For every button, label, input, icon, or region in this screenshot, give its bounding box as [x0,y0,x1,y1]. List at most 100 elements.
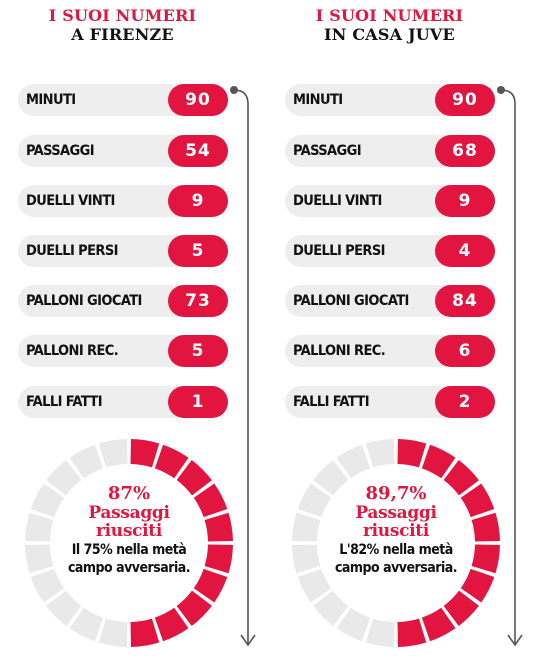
stat-value: 73 [168,285,228,317]
ring-segment-empty [46,590,82,626]
ring-desc-line-1: L'82% nella metà [339,542,453,558]
stat-label: PALLONI GIOCATI [293,293,409,309]
stat-label: FALLI FATTI [26,394,103,410]
ring-segment-filled [154,607,189,642]
stat-value: 68 [435,135,495,167]
stat-label: DUELLI VINTI [293,193,382,209]
stat-value: 54 [168,135,228,167]
stat-value: 9 [435,185,495,217]
ring-segment-filled [471,544,500,574]
ring-segment-filled [443,460,479,496]
stat-row-palloni-rec: PALLONI REC. 6 [285,335,495,367]
stat-value: 84 [435,285,495,317]
stat-row-duelli-persi: DUELLI PERSI 5 [18,235,228,267]
ring-title-line-1: Passaggi [88,503,170,523]
ring-segment-filled [176,460,212,496]
stat-row-palloni-rec: PALLONI REC. 5 [18,335,228,367]
ring-caption: 89,7% Passaggi riusciti L'82% nella metà… [301,484,491,577]
ring-segment-filled [397,439,427,468]
stat-row-minuti: MINUTI 90 [285,84,495,116]
ring-segment-empty [25,544,54,574]
ring-segment-filled [204,544,233,574]
ring-segment-filled [443,590,479,626]
stat-value: 9 [168,185,228,217]
ring-segment-empty [98,439,128,468]
heading-line-2: A FIRENZE [71,25,174,44]
ring-desc-line-2: campo avversaria. [334,560,458,576]
passes-ring-chart [25,439,233,647]
ring-segment-empty [313,590,349,626]
ring-title-line-2: riusciti [95,521,163,541]
ring-segment-filled [193,568,228,603]
ring-segment-filled [176,590,212,626]
stat-label: PASSAGGI [293,143,362,159]
ring-segment-empty [98,618,128,647]
stats-column-juve: I SUOI NUMERI IN CASA JUVE MINUTI 90 PAS… [277,0,537,660]
ring-segment-empty [313,460,349,496]
ring-segment-empty [69,607,104,642]
column-heading: I SUOI NUMERI IN CASA JUVE [277,6,502,44]
ring-segment-filled [130,618,160,647]
stat-value: 5 [168,235,228,267]
ring-segment-filled [154,444,189,479]
ring-segment-empty [30,568,65,603]
stat-label: FALLI FATTI [293,394,370,410]
column-heading: I SUOI NUMERI A FIRENZE [10,6,235,44]
ring-segment-empty [46,460,82,496]
stat-row-falli-fatti: FALLI FATTI 2 [285,386,495,418]
stat-label: PALLONI GIOCATI [26,293,142,309]
stat-label: DUELLI PERSI [293,243,386,259]
ring-percent: 87% [107,483,151,504]
stats-column-firenze: I SUOI NUMERI A FIRENZE MINUTI 90 PASSAG… [10,0,270,660]
stat-row-duelli-vinti: DUELLI VINTI 9 [285,185,495,217]
down-arrow-icon [230,86,256,647]
ring-percent: 89,7% [365,483,427,504]
stat-label: PALLONI REC. [293,343,386,359]
stat-value: 90 [168,84,228,116]
stat-row-duelli-vinti: DUELLI VINTI 9 [18,185,228,217]
heading-line-1: I SUOI NUMERI [315,6,464,25]
ring-segment-filled [130,439,160,468]
ring-segment-filled [397,618,427,647]
stat-value: 4 [435,235,495,267]
ring-title-line-1: Passaggi [355,503,437,523]
ring-segment-empty [297,568,332,603]
ring-segment-filled [460,568,495,603]
stat-label: MINUTI [26,92,76,108]
ring-segment-empty [292,544,321,574]
stat-row-minuti: MINUTI 90 [18,84,228,116]
ring-segment-filled [421,607,456,642]
ring-segment-filled [421,444,456,479]
stat-row-passaggi: PASSAGGI 68 [285,135,495,167]
heading-line-1: I SUOI NUMERI [48,6,197,25]
heading-line-2: IN CASA JUVE [324,25,455,44]
ring-segment-empty [25,512,54,542]
stat-label: PALLONI REC. [26,343,119,359]
stat-label: DUELLI PERSI [26,243,119,259]
ring-segment-empty [336,444,371,479]
stat-value: 5 [168,335,228,367]
ring-caption: 87% Passaggi riusciti Il 75% nella metà … [34,484,224,577]
ring-segment-empty [69,444,104,479]
ring-segment-empty [365,618,395,647]
ring-segment-filled [471,512,500,542]
down-arrow-icon [497,86,523,647]
stat-label: MINUTI [293,92,343,108]
stat-value: 1 [168,386,228,418]
passes-ring-chart [292,439,500,647]
ring-segment-empty [292,512,321,542]
ring-segment-filled [460,483,495,518]
ring-title-line-2: riusciti [362,521,430,541]
ring-segment-empty [30,483,65,518]
stat-value: 90 [435,84,495,116]
ring-segment-filled [204,512,233,542]
stat-row-palloni-giocati: PALLONI GIOCATI 84 [285,285,495,317]
stat-row-palloni-giocati: PALLONI GIOCATI 73 [18,285,228,317]
stat-row-passaggi: PASSAGGI 54 [18,135,228,167]
ring-segment-empty [297,483,332,518]
ring-segment-empty [336,607,371,642]
stat-row-falli-fatti: FALLI FATTI 1 [18,386,228,418]
ring-desc-line-2: campo avversaria. [67,560,191,576]
stat-label: DUELLI VINTI [26,193,115,209]
ring-desc-line-1: Il 75% nella metà [71,542,187,558]
